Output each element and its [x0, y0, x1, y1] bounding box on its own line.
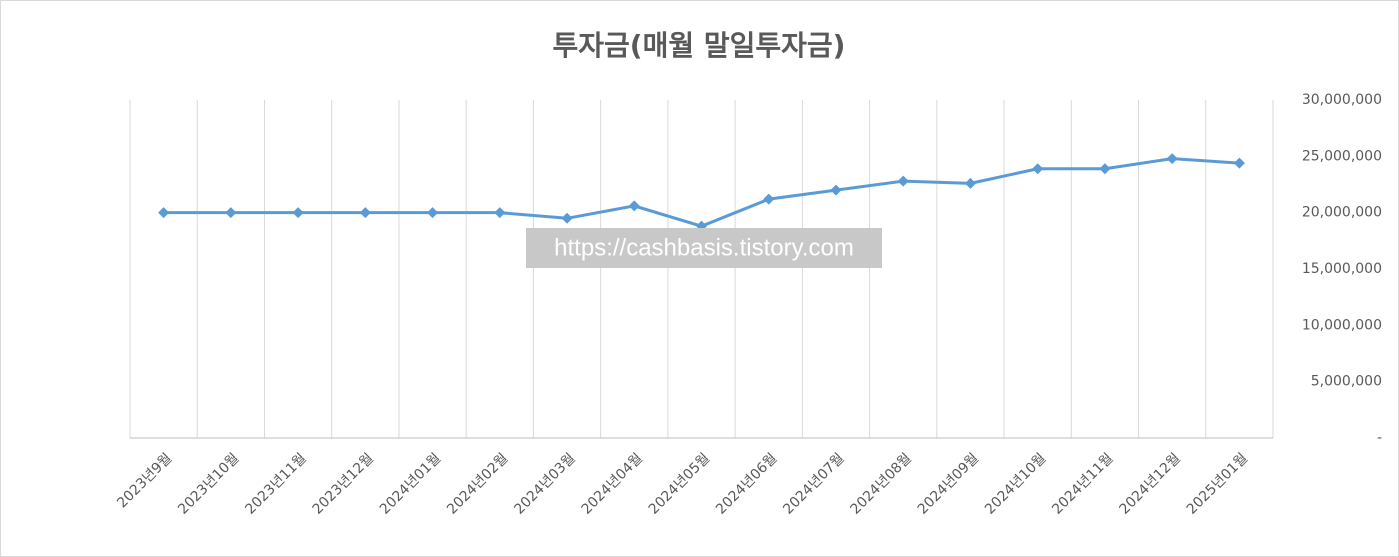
y-tick-label: - — [1377, 430, 1382, 446]
marker — [158, 207, 170, 219]
marker — [225, 207, 237, 219]
marker — [1099, 163, 1111, 175]
marker — [561, 212, 573, 224]
watermark-box — [526, 228, 882, 268]
marker — [897, 175, 909, 187]
y-tick-label: 20,000,000 — [1302, 205, 1382, 221]
chart-title: 투자금(매월 말일투자금) — [553, 29, 846, 62]
marker — [427, 207, 439, 219]
watermark: https://cashbasis.tistory.com — [554, 234, 854, 261]
y-tick-label: 5,000,000 — [1311, 374, 1382, 390]
y-tick-label: 10,000,000 — [1302, 317, 1382, 333]
marker — [1166, 153, 1178, 165]
y-tick-label: 25,000,000 — [1302, 148, 1382, 164]
marker — [359, 207, 371, 219]
marker — [292, 207, 304, 219]
y-tick-label: 30,000,000 — [1302, 92, 1382, 108]
marker — [964, 177, 976, 189]
marker — [1233, 157, 1245, 169]
marker — [628, 200, 640, 212]
marker — [494, 207, 506, 219]
marker — [763, 193, 775, 205]
y-tick-label: 15,000,000 — [1302, 261, 1382, 277]
marker — [830, 184, 842, 196]
marker — [1032, 163, 1044, 175]
